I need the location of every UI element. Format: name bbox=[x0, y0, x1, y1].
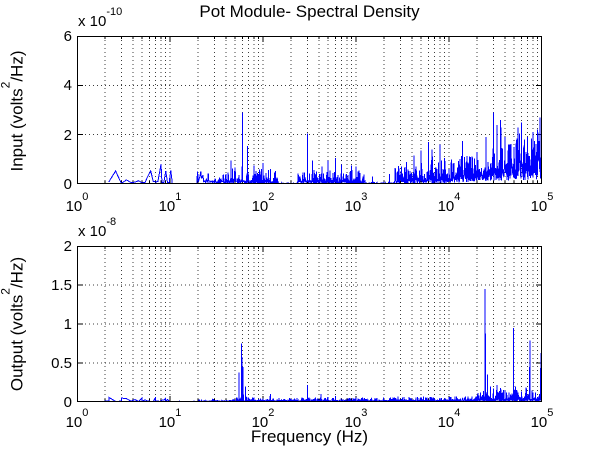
x-tick-label-10e5: 105 bbox=[530, 407, 554, 431]
y-tick-label-1.5: 1.5 bbox=[51, 277, 72, 294]
x-tick-label-10e0: 100 bbox=[65, 191, 89, 215]
grid bbox=[77, 36, 542, 184]
x-tick-label-10e4: 104 bbox=[437, 407, 461, 431]
y-tick-label-0: 0 bbox=[63, 176, 72, 193]
output-axis-label: Output (volts2/Hz) bbox=[0, 256, 27, 392]
axes-box bbox=[77, 246, 542, 402]
x-tick-label-10e2: 102 bbox=[251, 191, 275, 215]
x-tick-label-10e1: 101 bbox=[158, 407, 182, 431]
y-tick-label-6: 6 bbox=[63, 28, 72, 45]
input-y-multiplier: x 10-10 bbox=[78, 6, 123, 30]
x-tick-label-10e4: 104 bbox=[437, 191, 461, 215]
y-tick-label-0.5: 0.5 bbox=[51, 355, 72, 372]
input-psd-trace bbox=[108, 77, 542, 184]
y-tick-label-2: 2 bbox=[63, 126, 72, 144]
output-psd-trace bbox=[100, 288, 542, 402]
y-tick-label-1: 1 bbox=[63, 316, 72, 333]
y-tick-label-0: 0 bbox=[63, 394, 72, 411]
output-y-multiplier: x 10-8 bbox=[78, 216, 117, 240]
x-tick-label-10e1: 101 bbox=[158, 191, 182, 215]
x-tick-label-10e5: 105 bbox=[530, 191, 554, 215]
input-axis-label: Input (volts2/Hz) bbox=[0, 50, 27, 172]
x-axis-label: Frequency (Hz) bbox=[250, 427, 369, 446]
output-psd-plot bbox=[77, 246, 542, 402]
y-tick-label-4: 4 bbox=[63, 77, 72, 95]
y-tick-label-2: 2 bbox=[63, 238, 72, 255]
axes-box bbox=[77, 36, 542, 184]
x-tick-label-10e3: 103 bbox=[344, 191, 368, 215]
x-tick-label-10e2: 102 bbox=[251, 407, 275, 431]
x-tick-label-10e0: 100 bbox=[65, 407, 89, 431]
input-psd-plot bbox=[77, 36, 542, 184]
x-tick-label-10e3: 103 bbox=[344, 407, 368, 431]
figure-title: Pot Module- Spectral Density bbox=[199, 2, 420, 21]
grid bbox=[77, 246, 542, 402]
